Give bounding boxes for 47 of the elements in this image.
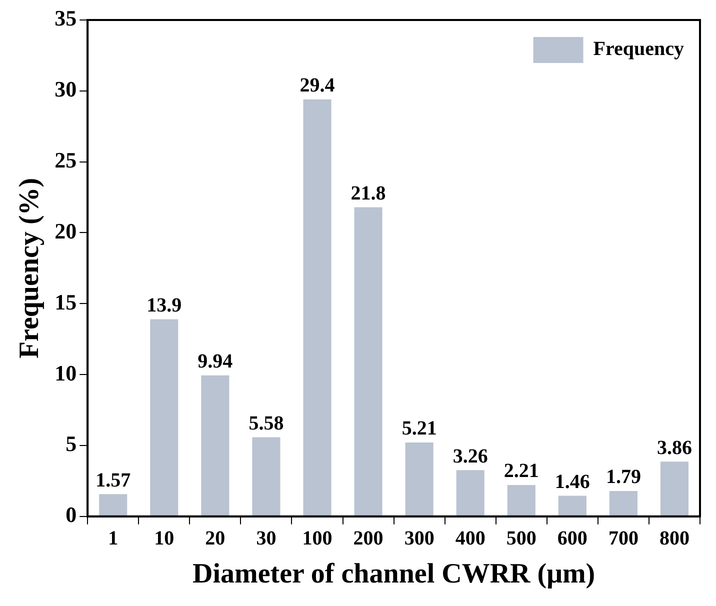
data-label: 5.58 <box>248 412 284 434</box>
x-tick-label: 100 <box>302 528 332 550</box>
data-label: 3.26 <box>452 445 488 468</box>
bar <box>558 496 586 516</box>
bar <box>150 319 178 516</box>
data-label: 5.21 <box>402 418 437 440</box>
y-tick-label: 20 <box>54 218 77 244</box>
data-label: 1.46 <box>554 470 590 493</box>
x-tick-label: 200 <box>353 528 384 550</box>
y-tick-label: 30 <box>54 76 77 102</box>
data-label: 3.86 <box>656 436 692 459</box>
bar <box>660 462 689 516</box>
x-tick-label: 800 <box>659 528 690 550</box>
bar <box>456 470 484 516</box>
x-axis-title: Diameter of channel CWRR (μm) <box>192 558 596 590</box>
data-label: 1.79 <box>606 466 641 488</box>
bar <box>201 375 230 516</box>
x-tick-label: 400 <box>455 528 486 550</box>
x-tick-label: 20 <box>205 528 226 550</box>
data-label: 29.4 <box>300 74 335 97</box>
bar <box>252 437 280 516</box>
data-label: 1.57 <box>96 469 131 492</box>
y-tick-label: 35 <box>54 6 77 31</box>
y-axis-title: Frequency (%) <box>14 178 46 359</box>
y-tick-label: 15 <box>54 289 77 314</box>
x-tick-label: 30 <box>256 528 276 550</box>
x-tick-label: 10 <box>154 528 174 550</box>
data-label: 21.8 <box>350 182 386 204</box>
data-label: 2.21 <box>504 460 539 482</box>
y-tick-label: 25 <box>54 148 77 173</box>
data-label: 13.9 <box>146 294 182 316</box>
y-tick-label: 0 <box>66 502 77 528</box>
x-tick-label: 1 <box>108 528 118 550</box>
data-label: 9.94 <box>198 350 233 373</box>
y-tick-label: 5 <box>66 431 77 456</box>
x-tick-label: 700 <box>608 528 638 550</box>
y-tick-label: 10 <box>54 360 77 386</box>
x-tick-label: 500 <box>506 528 536 550</box>
bar <box>99 494 128 516</box>
bar <box>609 491 638 516</box>
x-tick-label: 600 <box>557 528 588 550</box>
bar <box>405 442 434 516</box>
bar <box>354 207 382 516</box>
legend-label: Frequency <box>593 38 684 60</box>
bar <box>507 485 536 516</box>
x-tick-label: 300 <box>404 528 434 550</box>
bar <box>303 99 332 516</box>
